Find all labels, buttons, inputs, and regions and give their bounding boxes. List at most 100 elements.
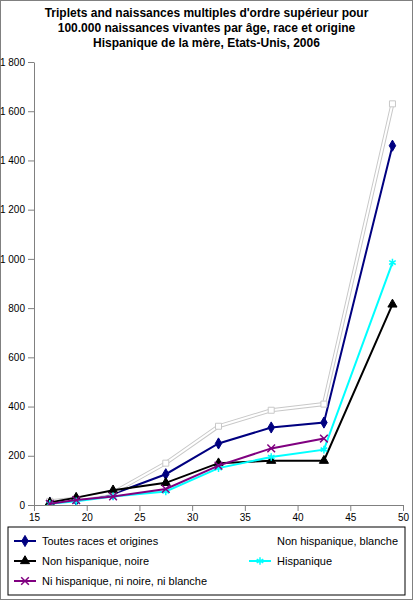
axis-line	[35, 505, 404, 506]
data-point	[388, 299, 397, 307]
data-point	[268, 422, 274, 433]
tick: 1 400	[0, 155, 34, 166]
legend-item: Ni hispanique, ni noire, ni blanche	[14, 575, 207, 587]
tick-label: 200	[8, 450, 25, 461]
tick-label: 1 000	[0, 254, 25, 265]
chart-background	[1, 1, 413, 600]
tick-label: 0	[19, 500, 25, 511]
data-point	[163, 460, 169, 466]
tick: 35	[240, 505, 252, 523]
tick-label: 45	[345, 512, 357, 523]
tick: 0	[19, 500, 34, 511]
data-point	[161, 478, 170, 486]
tick-label: 1 200	[0, 204, 25, 215]
data-point	[268, 407, 274, 413]
x-axis: 15 20 25 30 35 40 45 50	[29, 505, 410, 523]
tick: 1 800	[0, 57, 34, 68]
legend-item: Non hispanique, blanche	[249, 535, 398, 547]
tick-mark	[28, 456, 34, 457]
legend-box	[8, 527, 405, 595]
data-point	[321, 401, 327, 407]
data-point	[389, 259, 396, 267]
tick: 1 600	[0, 106, 34, 117]
data-point	[215, 438, 221, 449]
tick: 1 200	[0, 204, 34, 215]
series-line-outline	[50, 104, 393, 501]
legend-marker	[22, 535, 28, 546]
legend-marker	[21, 577, 29, 585]
legend-label: Non hispanique, blanche	[277, 535, 398, 547]
legend-item: Non hispanique, noire	[14, 555, 149, 567]
data-point	[267, 445, 275, 453]
data-point	[109, 485, 118, 493]
tick: 40	[293, 505, 305, 523]
data-point	[320, 435, 328, 443]
tick-label: 15	[29, 512, 41, 523]
tick-label: 20	[82, 512, 94, 523]
tick-mark	[192, 505, 193, 511]
tick: 30	[187, 505, 199, 523]
tick-mark	[28, 407, 34, 408]
legend-item: Hispanique	[249, 555, 332, 567]
tick-label: 1 400	[0, 155, 25, 166]
legend: Toutes races et origines Non hispanique, …	[8, 527, 405, 595]
tick-mark	[28, 259, 34, 260]
tick: 45	[345, 505, 357, 523]
tick: 15	[29, 505, 41, 523]
tick-label: 400	[8, 401, 25, 412]
data-point	[319, 455, 328, 463]
legend-label: Hispanique	[277, 555, 332, 567]
chart: Triplets and naissances multiples d'ordr…	[0, 0, 413, 600]
tick-label: 600	[8, 352, 25, 363]
chart-title: Triplets and naissances multiples d'ordr…	[45, 6, 369, 50]
tick-label: 40	[293, 512, 305, 523]
tick-mark	[245, 505, 246, 511]
tick: 200	[8, 450, 34, 461]
tick-mark	[350, 505, 351, 511]
tick-mark	[298, 505, 299, 511]
series-line	[50, 439, 324, 504]
tick-label: 1 800	[0, 57, 25, 68]
legend-marker	[20, 556, 29, 564]
series-line	[50, 104, 393, 501]
tick-mark	[28, 111, 34, 112]
y-axis: 0 200 400 600 800 1 000 1 200 1 400 1 600 1 800	[0, 57, 35, 511]
series-line	[50, 263, 393, 504]
tick: 800	[8, 303, 34, 314]
tick-mark	[403, 505, 404, 511]
plot-area	[45, 101, 397, 505]
tick-label: 30	[187, 512, 199, 523]
tick: 1 000	[0, 254, 34, 265]
legend-marker	[257, 557, 264, 565]
tick: 50	[398, 505, 410, 523]
data-point	[389, 140, 395, 151]
tick: 20	[82, 505, 94, 523]
data-point	[321, 417, 327, 428]
tick-label: 50	[398, 512, 410, 523]
tick-mark	[28, 357, 34, 358]
tick-label: 1 600	[0, 106, 25, 117]
tick: 400	[8, 401, 34, 412]
data-point	[321, 446, 328, 454]
tick-mark	[28, 160, 34, 161]
data-point	[72, 496, 80, 504]
tick-mark	[28, 210, 34, 211]
tick-mark	[28, 308, 34, 309]
data-point	[389, 101, 395, 107]
legend-label: Toutes races et origines	[42, 535, 159, 547]
tick: 600	[8, 352, 34, 363]
legend-label: Non hispanique, noire	[42, 555, 149, 567]
data-point	[109, 493, 117, 501]
tick-mark	[87, 505, 88, 511]
tick-label: 25	[134, 512, 146, 523]
data-point	[268, 453, 275, 461]
tick-mark	[28, 62, 34, 63]
tick: 25	[134, 505, 146, 523]
data-point	[216, 423, 222, 429]
tick-mark	[28, 505, 34, 506]
legend-label: Ni hispanique, ni noire, ni blanche	[42, 575, 207, 587]
data-point	[162, 485, 170, 493]
tick-mark	[139, 505, 140, 511]
legend-item: Toutes races et origines	[14, 535, 159, 547]
tick-label: 800	[8, 303, 25, 314]
